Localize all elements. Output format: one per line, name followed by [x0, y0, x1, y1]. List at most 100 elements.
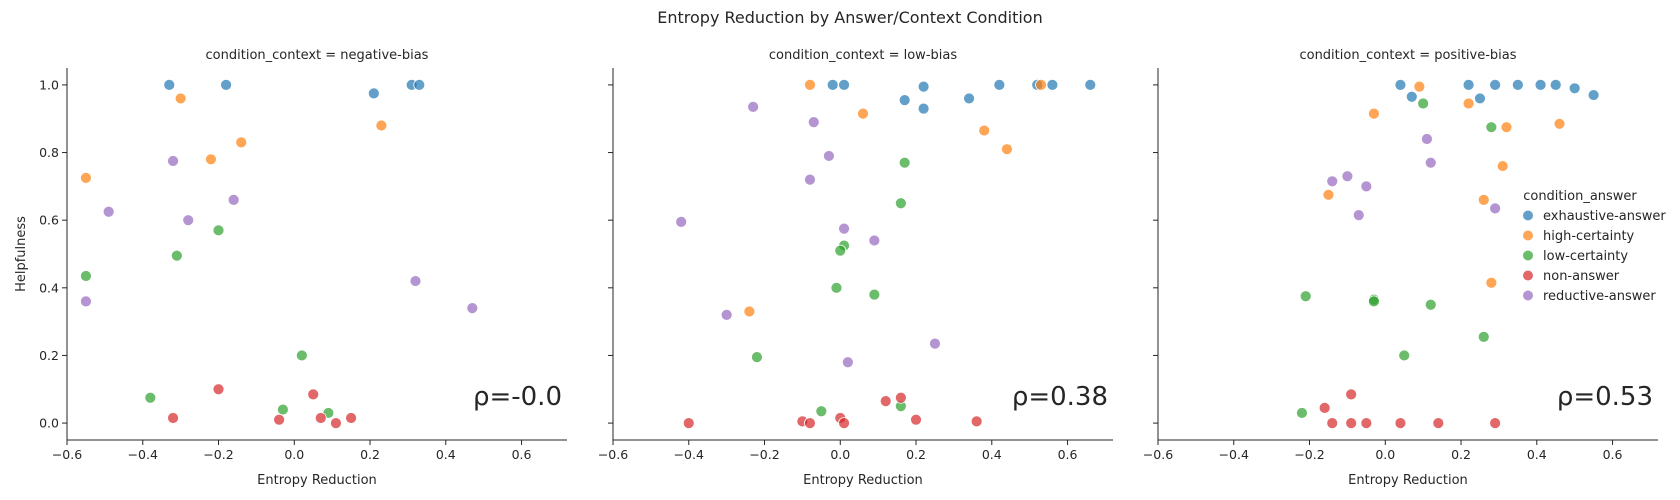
legend-marker	[1523, 250, 1533, 261]
point-exhaustive-answer	[993, 79, 1006, 91]
panel-title: condition_context = positive-bias	[1299, 48, 1516, 63]
x-tick-label: 0.2	[906, 447, 926, 462]
x-tick-label: 0.6	[512, 447, 532, 462]
x-tick-label: 0.0	[284, 447, 304, 462]
point-exhaustive-answer	[1084, 79, 1097, 91]
panel-title: condition_context = low-bias	[769, 48, 957, 63]
point-high-certainty	[804, 79, 816, 91]
legend-marker	[1523, 230, 1533, 241]
point-low-certainty	[1398, 349, 1411, 362]
point-low-certainty	[80, 270, 92, 282]
point-low-certainty	[212, 224, 225, 237]
legend-marker	[1523, 270, 1533, 281]
point-non-answer	[1360, 417, 1373, 429]
figure-title: Entropy Reduction by Answer/Context Cond…	[657, 8, 1042, 27]
point-non-answer	[1345, 417, 1358, 429]
x-tick-label: 0.0	[830, 447, 850, 462]
x-axis-label: Entropy Reduction	[257, 473, 377, 488]
point-exhaustive-answer	[220, 79, 232, 91]
point-low-certainty	[277, 403, 289, 416]
x-tick-label: −0.6	[52, 447, 82, 462]
point-high-certainty	[1477, 193, 1490, 206]
point-exhaustive-answer	[1489, 79, 1502, 91]
point-non-answer	[307, 388, 320, 401]
point-non-answer	[682, 417, 695, 429]
point-high-certainty	[80, 172, 92, 184]
x-tick-label: 0.4	[1527, 447, 1547, 462]
x-tick-label: −0.6	[598, 447, 628, 462]
point-high-certainty	[1553, 117, 1566, 130]
legend-marker	[1523, 210, 1533, 221]
correlation-annotation: ρ=-0.0	[473, 382, 562, 412]
point-exhaustive-answer	[1462, 79, 1475, 91]
point-exhaustive-answer	[367, 87, 380, 100]
y-tick-label: 0.6	[39, 213, 59, 228]
point-reductive-answer	[1421, 133, 1433, 145]
point-low-certainty	[170, 249, 183, 262]
point-reductive-answer	[807, 116, 820, 129]
point-high-certainty	[235, 136, 248, 149]
point-high-certainty	[1035, 79, 1047, 91]
y-tick-label: 1.0	[39, 77, 59, 92]
point-exhaustive-answer	[963, 92, 975, 105]
point-high-certainty	[1462, 97, 1475, 110]
x-tick-label: −0.2	[749, 447, 779, 462]
x-tick-label: −0.2	[203, 447, 233, 462]
legend-entry-label: low-certainty	[1543, 249, 1628, 264]
point-low-certainty	[1424, 298, 1437, 311]
point-exhaustive-answer	[1568, 82, 1581, 95]
point-low-certainty	[830, 281, 843, 294]
point-non-answer	[1432, 417, 1445, 429]
correlation-annotation: ρ=0.38	[1012, 382, 1108, 412]
point-low-certainty	[898, 156, 911, 169]
point-reductive-answer	[675, 215, 688, 228]
point-low-certainty	[1485, 121, 1498, 134]
point-exhaustive-answer	[917, 80, 930, 93]
point-non-answer	[894, 391, 907, 404]
point-exhaustive-answer	[163, 79, 176, 91]
panel-3: condition_context = positive-bias −0.6 −0.…	[1143, 48, 1658, 488]
point-low-certainty	[1477, 330, 1490, 343]
x-tick-label: 0.2	[360, 447, 380, 462]
point-reductive-answer	[868, 234, 881, 247]
point-non-answer	[167, 412, 179, 424]
x-tick-label: 0.4	[982, 447, 1002, 462]
point-low-certainty	[1299, 290, 1312, 303]
point-non-answer	[1318, 401, 1331, 414]
legend-entry-label: non-answer	[1543, 269, 1620, 284]
y-tick-label: 0.4	[39, 280, 59, 295]
x-tick-label: −0.6	[1143, 447, 1173, 462]
x-tick-label: −0.4	[128, 447, 158, 462]
point-high-certainty	[978, 124, 991, 137]
point-reductive-answer	[167, 155, 179, 167]
y-axis-label: Helpfulness	[14, 216, 29, 292]
point-exhaustive-answer	[1549, 79, 1562, 91]
point-high-certainty	[1413, 80, 1426, 93]
point-low-certainty	[1296, 407, 1308, 419]
point-reductive-answer	[929, 337, 941, 350]
point-exhaustive-answer	[413, 79, 426, 91]
point-low-certainty	[1368, 295, 1380, 308]
point-non-answer	[970, 415, 983, 428]
point-reductive-answer	[720, 308, 733, 321]
point-reductive-answer	[1326, 175, 1339, 188]
point-non-answer	[314, 412, 327, 424]
y-tick-label: 0.0	[39, 416, 59, 431]
point-exhaustive-answer	[838, 79, 850, 91]
point-high-certainty	[1496, 160, 1509, 172]
point-non-answer	[273, 413, 286, 426]
point-exhaustive-answer	[826, 79, 839, 91]
point-reductive-answer	[1360, 180, 1373, 193]
point-high-certainty	[375, 119, 388, 132]
point-reductive-answer	[1424, 156, 1437, 169]
point-non-answer	[838, 417, 850, 429]
point-reductive-answer	[823, 150, 835, 162]
point-reductive-answer	[1352, 209, 1365, 222]
y-tick-label: 0.8	[39, 145, 59, 160]
panel-title: condition_context = negative-bias	[206, 48, 429, 63]
correlation-annotation: ρ=0.53	[1557, 382, 1653, 412]
point-reductive-answer	[747, 100, 760, 113]
x-axis-label: Entropy Reduction	[1348, 473, 1468, 488]
point-high-certainty	[743, 305, 756, 318]
